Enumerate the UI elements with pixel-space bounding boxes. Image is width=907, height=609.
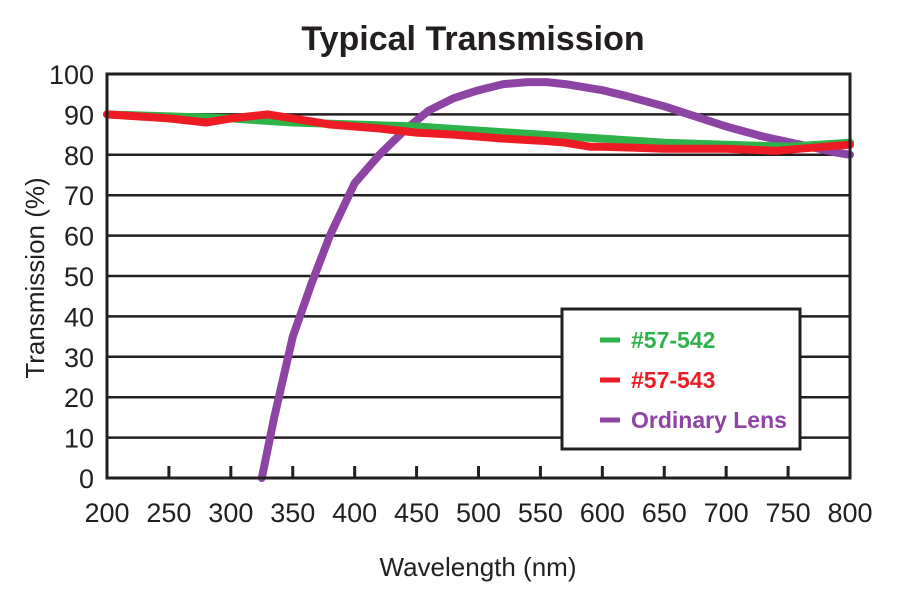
y-tick-label: 30: [64, 343, 94, 373]
x-tick-label: 800: [827, 498, 872, 528]
x-tick-label: 350: [270, 498, 315, 528]
y-tick-label: 50: [64, 262, 94, 292]
legend-label: Ordinary Lens: [631, 407, 787, 433]
x-tick-label: 500: [456, 498, 501, 528]
chart-title: Typical Transmission: [301, 20, 644, 58]
x-tick-label: 400: [332, 498, 377, 528]
y-tick-label: 10: [64, 424, 94, 454]
y-tick-label: 0: [79, 464, 94, 494]
y-tick-label: 90: [64, 100, 94, 130]
x-tick-label: 200: [84, 498, 129, 528]
series-line-57-543: [103, 110, 854, 155]
y-axis-label: Transmission (%): [20, 177, 50, 378]
x-axis-ticks: 200 250 300 350 400 450 500 550 600 650 700 750 800: [84, 466, 873, 528]
y-tick-label: 100: [49, 60, 94, 90]
x-tick-label: 550: [518, 498, 563, 528]
y-tick-label: 60: [64, 222, 94, 252]
series-lines: [103, 78, 854, 482]
y-tick-label: 40: [64, 302, 94, 332]
x-tick-label: 600: [580, 498, 625, 528]
legend-label: #57-543: [631, 367, 715, 393]
x-tick-label: 750: [766, 498, 811, 528]
legend-items: #57-542 #57-543 Ordinary Lens: [600, 327, 787, 433]
x-tick-label: 650: [642, 498, 687, 528]
legend: #57-542 #57-543 Ordinary Lens: [560, 307, 802, 451]
legend-label: #57-542: [631, 327, 715, 353]
y-axis-ticks: 0 10 20 30 40 50 60 70 80 90 100: [49, 60, 94, 494]
y-tick-label: 70: [64, 181, 94, 211]
x-tick-label: 450: [394, 498, 439, 528]
y-tick-label: 80: [64, 141, 94, 171]
grid: [107, 113, 850, 439]
x-tick-label: 250: [146, 498, 191, 528]
x-tick-label: 300: [208, 498, 253, 528]
series-line-ordinary-lens: [257, 78, 854, 482]
x-axis-label: Wavelength (nm): [380, 552, 577, 582]
y-tick-label: 20: [64, 383, 94, 413]
x-tick-label: 700: [704, 498, 749, 528]
